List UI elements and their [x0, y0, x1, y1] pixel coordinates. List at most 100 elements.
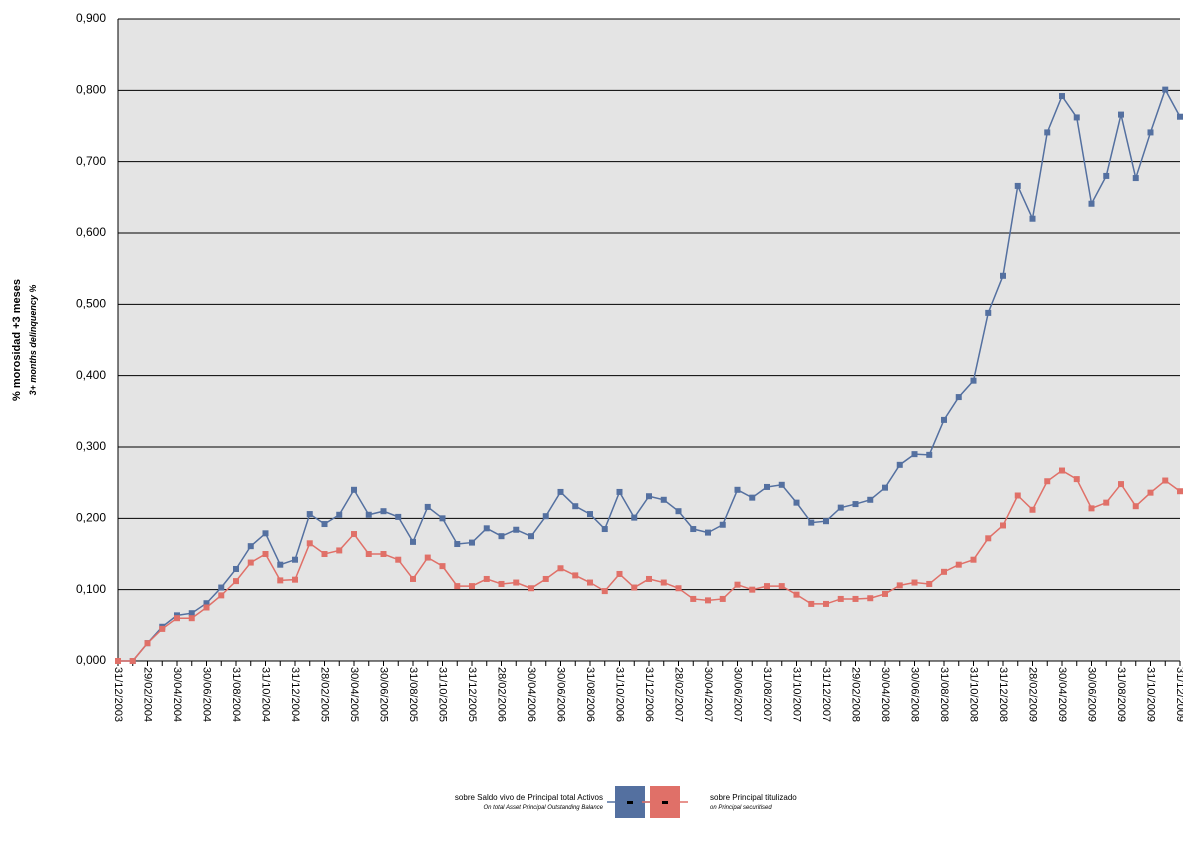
marker: [941, 568, 947, 575]
legend-label: sobre Principal titulizado: [710, 793, 797, 802]
marker: [306, 540, 313, 547]
marker: [365, 551, 372, 557]
marker: [675, 508, 682, 515]
marker: [1103, 499, 1110, 506]
y-tick-label: 0,000: [76, 653, 106, 667]
marker: [808, 600, 815, 607]
marker: [601, 526, 608, 533]
marker: [1088, 200, 1095, 207]
marker: [513, 579, 520, 586]
marker: [380, 551, 387, 557]
marker: [1118, 481, 1124, 488]
legend-label-en: on Principal securitised: [710, 805, 772, 811]
marker: [719, 595, 726, 602]
marker: [837, 595, 844, 602]
marker: [985, 535, 992, 542]
y-tick-label: 0,300: [76, 439, 106, 453]
marker: [424, 503, 431, 510]
marker: [970, 377, 977, 384]
legend-marker: [627, 801, 633, 804]
marker: [336, 547, 343, 554]
marker: [395, 556, 402, 563]
x-tick-label: 30/06/2009: [1086, 667, 1098, 722]
y-tick-label: 0,500: [76, 297, 106, 311]
marker: [395, 513, 402, 520]
x-tick-label: 31/10/2004: [260, 667, 272, 722]
marker: [837, 504, 844, 511]
marker: [660, 496, 667, 503]
marker: [823, 518, 829, 525]
x-tick-label: 31/12/2008: [997, 667, 1009, 722]
x-tick-label: 31/10/2009: [1145, 667, 1157, 722]
marker: [601, 588, 608, 595]
x-tick-label: 31/12/2005: [466, 667, 478, 722]
marker: [469, 539, 475, 546]
marker: [233, 578, 239, 585]
marker: [218, 592, 225, 599]
marker: [955, 394, 962, 401]
marker: [616, 570, 623, 577]
marker: [557, 565, 564, 572]
marker: [277, 577, 284, 584]
marker: [1000, 272, 1006, 279]
marker: [867, 595, 874, 602]
marker: [410, 538, 416, 545]
marker: [542, 513, 549, 520]
marker: [941, 416, 947, 423]
marker: [911, 579, 918, 586]
marker: [1014, 182, 1021, 189]
y-tick-label: 0,800: [76, 83, 106, 97]
marker: [351, 486, 357, 493]
marker: [572, 503, 579, 510]
marker: [1147, 489, 1154, 496]
marker: [749, 494, 756, 501]
marker: [498, 533, 505, 540]
marker: [262, 530, 269, 537]
x-tick-label: 31/10/2005: [437, 667, 449, 722]
y-tick-label: 0,600: [76, 225, 106, 239]
marker: [1073, 114, 1080, 121]
x-tick-label: 30/04/2007: [702, 667, 714, 722]
x-tick-label: 30/06/2005: [378, 667, 390, 722]
marker: [1014, 492, 1021, 499]
marker: [454, 583, 461, 590]
y-axis-label-en: 3+ months delinquency %: [28, 285, 38, 396]
marker: [852, 595, 859, 602]
marker: [1132, 503, 1139, 510]
marker: [734, 486, 741, 493]
marker: [439, 515, 446, 522]
marker: [896, 461, 903, 468]
marker: [572, 572, 579, 579]
marker: [1147, 129, 1154, 136]
x-tick-label: 30/04/2005: [348, 667, 360, 722]
marker: [808, 519, 815, 526]
x-tick-label: 28/02/2007: [673, 667, 685, 722]
marker: [793, 591, 800, 598]
marker: [705, 529, 711, 536]
marker: [292, 556, 298, 563]
marker: [764, 483, 770, 490]
marker: [587, 579, 593, 586]
marker: [1044, 129, 1051, 136]
marker: [483, 525, 490, 532]
marker: [129, 658, 136, 664]
x-tick-label: 31/12/2006: [643, 667, 655, 722]
marker: [336, 511, 343, 518]
marker: [1088, 505, 1095, 512]
x-tick-label: 29/02/2004: [142, 667, 154, 722]
marker: [1029, 215, 1036, 222]
marker: [1059, 93, 1065, 100]
x-tick-label: 30/04/2004: [171, 667, 183, 722]
marker: [380, 508, 387, 515]
marker: [513, 526, 520, 533]
marker: [188, 610, 195, 617]
x-tick-label: 31/12/2003: [112, 667, 124, 722]
marker: [1000, 522, 1006, 529]
marker: [174, 615, 180, 622]
x-tick-label: 30/04/2006: [525, 667, 537, 722]
marker: [1103, 172, 1110, 179]
marker: [882, 590, 888, 597]
marker: [262, 551, 269, 557]
marker: [321, 521, 328, 528]
marker: [557, 488, 564, 495]
